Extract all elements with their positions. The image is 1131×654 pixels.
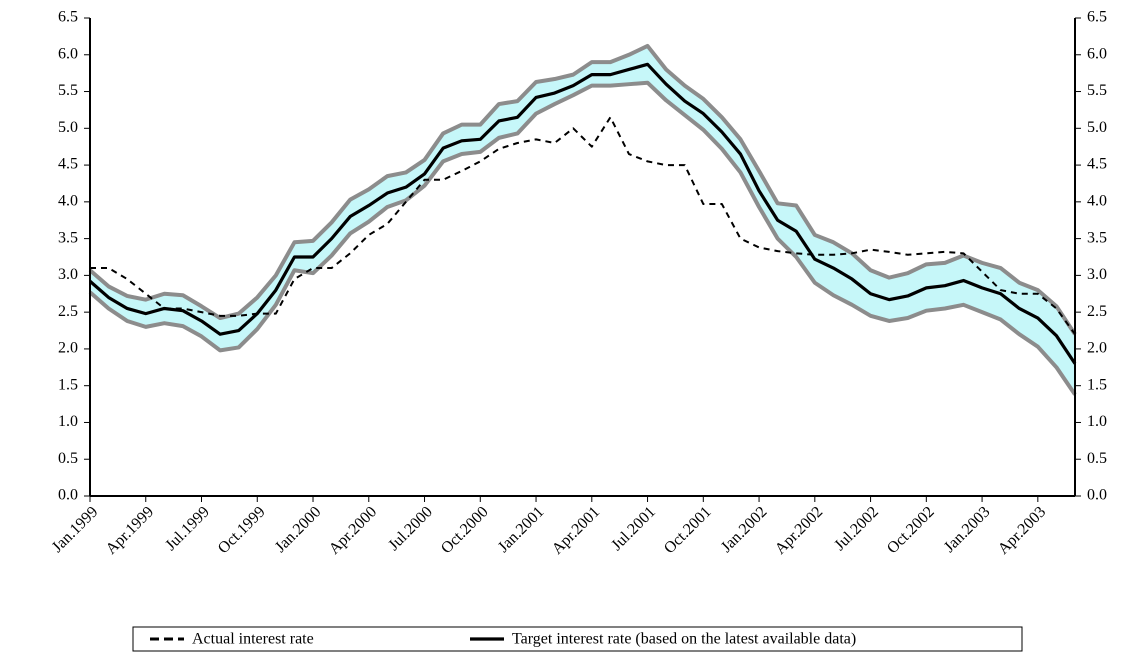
y2-tick-label: 4.0: [1087, 193, 1107, 210]
y-tick-label: 6.5: [58, 9, 78, 26]
x-tick-label: Oct.2000: [438, 503, 492, 557]
series-line: [90, 116, 1076, 335]
y2-tick-label: 5.0: [1087, 119, 1107, 136]
y-tick-label: 3.0: [58, 266, 78, 283]
legend: Actual interest rate Target interest rate…: [132, 626, 1023, 652]
y-tick-label: 5.5: [58, 82, 78, 99]
y2-tick-label: 0.5: [1087, 450, 1107, 467]
x-tick-label: Apr.2002: [772, 503, 826, 557]
y-tick-label: 4.0: [58, 193, 78, 210]
y-tick-label: 0.5: [58, 450, 78, 467]
x-tick-label: Jul.2001: [608, 503, 659, 554]
legend-label: Target interest rate (based on the lates…: [512, 631, 856, 648]
legend-label: Actual interest rate: [192, 631, 314, 648]
x-tick-label: Jan.2001: [495, 503, 548, 556]
y2-tick-label: 6.0: [1087, 45, 1107, 62]
y-tick-label: 3.5: [58, 229, 78, 246]
x-tick-label: Jan.2002: [718, 503, 771, 556]
x-tick-label: Oct.2002: [884, 503, 938, 557]
x-tick-label: Oct.1999: [215, 503, 269, 557]
y-tick-label: 0.0: [58, 487, 78, 504]
x-tick-label: Apr.2000: [326, 503, 380, 557]
y-tick-label: 1.5: [58, 376, 78, 393]
y2-tick-label: 1.0: [1087, 413, 1107, 430]
y2-tick-label: 1.5: [1087, 376, 1107, 393]
y-tick-label: 5.0: [58, 119, 78, 136]
legend-box: [132, 626, 1023, 652]
band-area: [90, 45, 1075, 395]
x-tick-label: Oct.2001: [661, 503, 715, 557]
x-tick-label: Apr.1999: [103, 503, 157, 557]
x-tick-label: Jul.2000: [385, 503, 436, 554]
y-tick-label: 1.0: [58, 413, 78, 430]
y-tick-label: 6.0: [58, 45, 78, 62]
y2-tick-label: 0.0: [1087, 487, 1107, 504]
x-tick-label: Jan.2003: [941, 503, 994, 556]
x-tick-label: Jan.2000: [272, 503, 325, 556]
y2-tick-label: 4.5: [1087, 156, 1107, 173]
y2-tick-label: 3.5: [1087, 229, 1107, 246]
x-tick-label: Apr.2003: [995, 503, 1049, 557]
y2-tick-label: 5.5: [1087, 82, 1107, 99]
y-tick-label: 2.5: [58, 303, 78, 320]
y-tick-label: 2.0: [58, 340, 78, 357]
x-tick-label: Jan.1999: [49, 503, 102, 556]
x-tick-label: Jul.2002: [831, 503, 882, 554]
y-tick-label: 4.5: [58, 156, 78, 173]
y2-tick-label: 2.5: [1087, 303, 1107, 320]
y2-tick-label: 2.0: [1087, 340, 1107, 357]
series-line: [88, 62, 1077, 365]
x-tick-label: Apr.2001: [549, 503, 603, 557]
y2-tick-label: 6.5: [1087, 9, 1107, 26]
band-lower-line: [88, 80, 1077, 396]
x-tick-label: Jul.1999: [162, 503, 213, 554]
y2-tick-label: 3.0: [1087, 266, 1107, 283]
band-upper-line: [88, 43, 1077, 336]
